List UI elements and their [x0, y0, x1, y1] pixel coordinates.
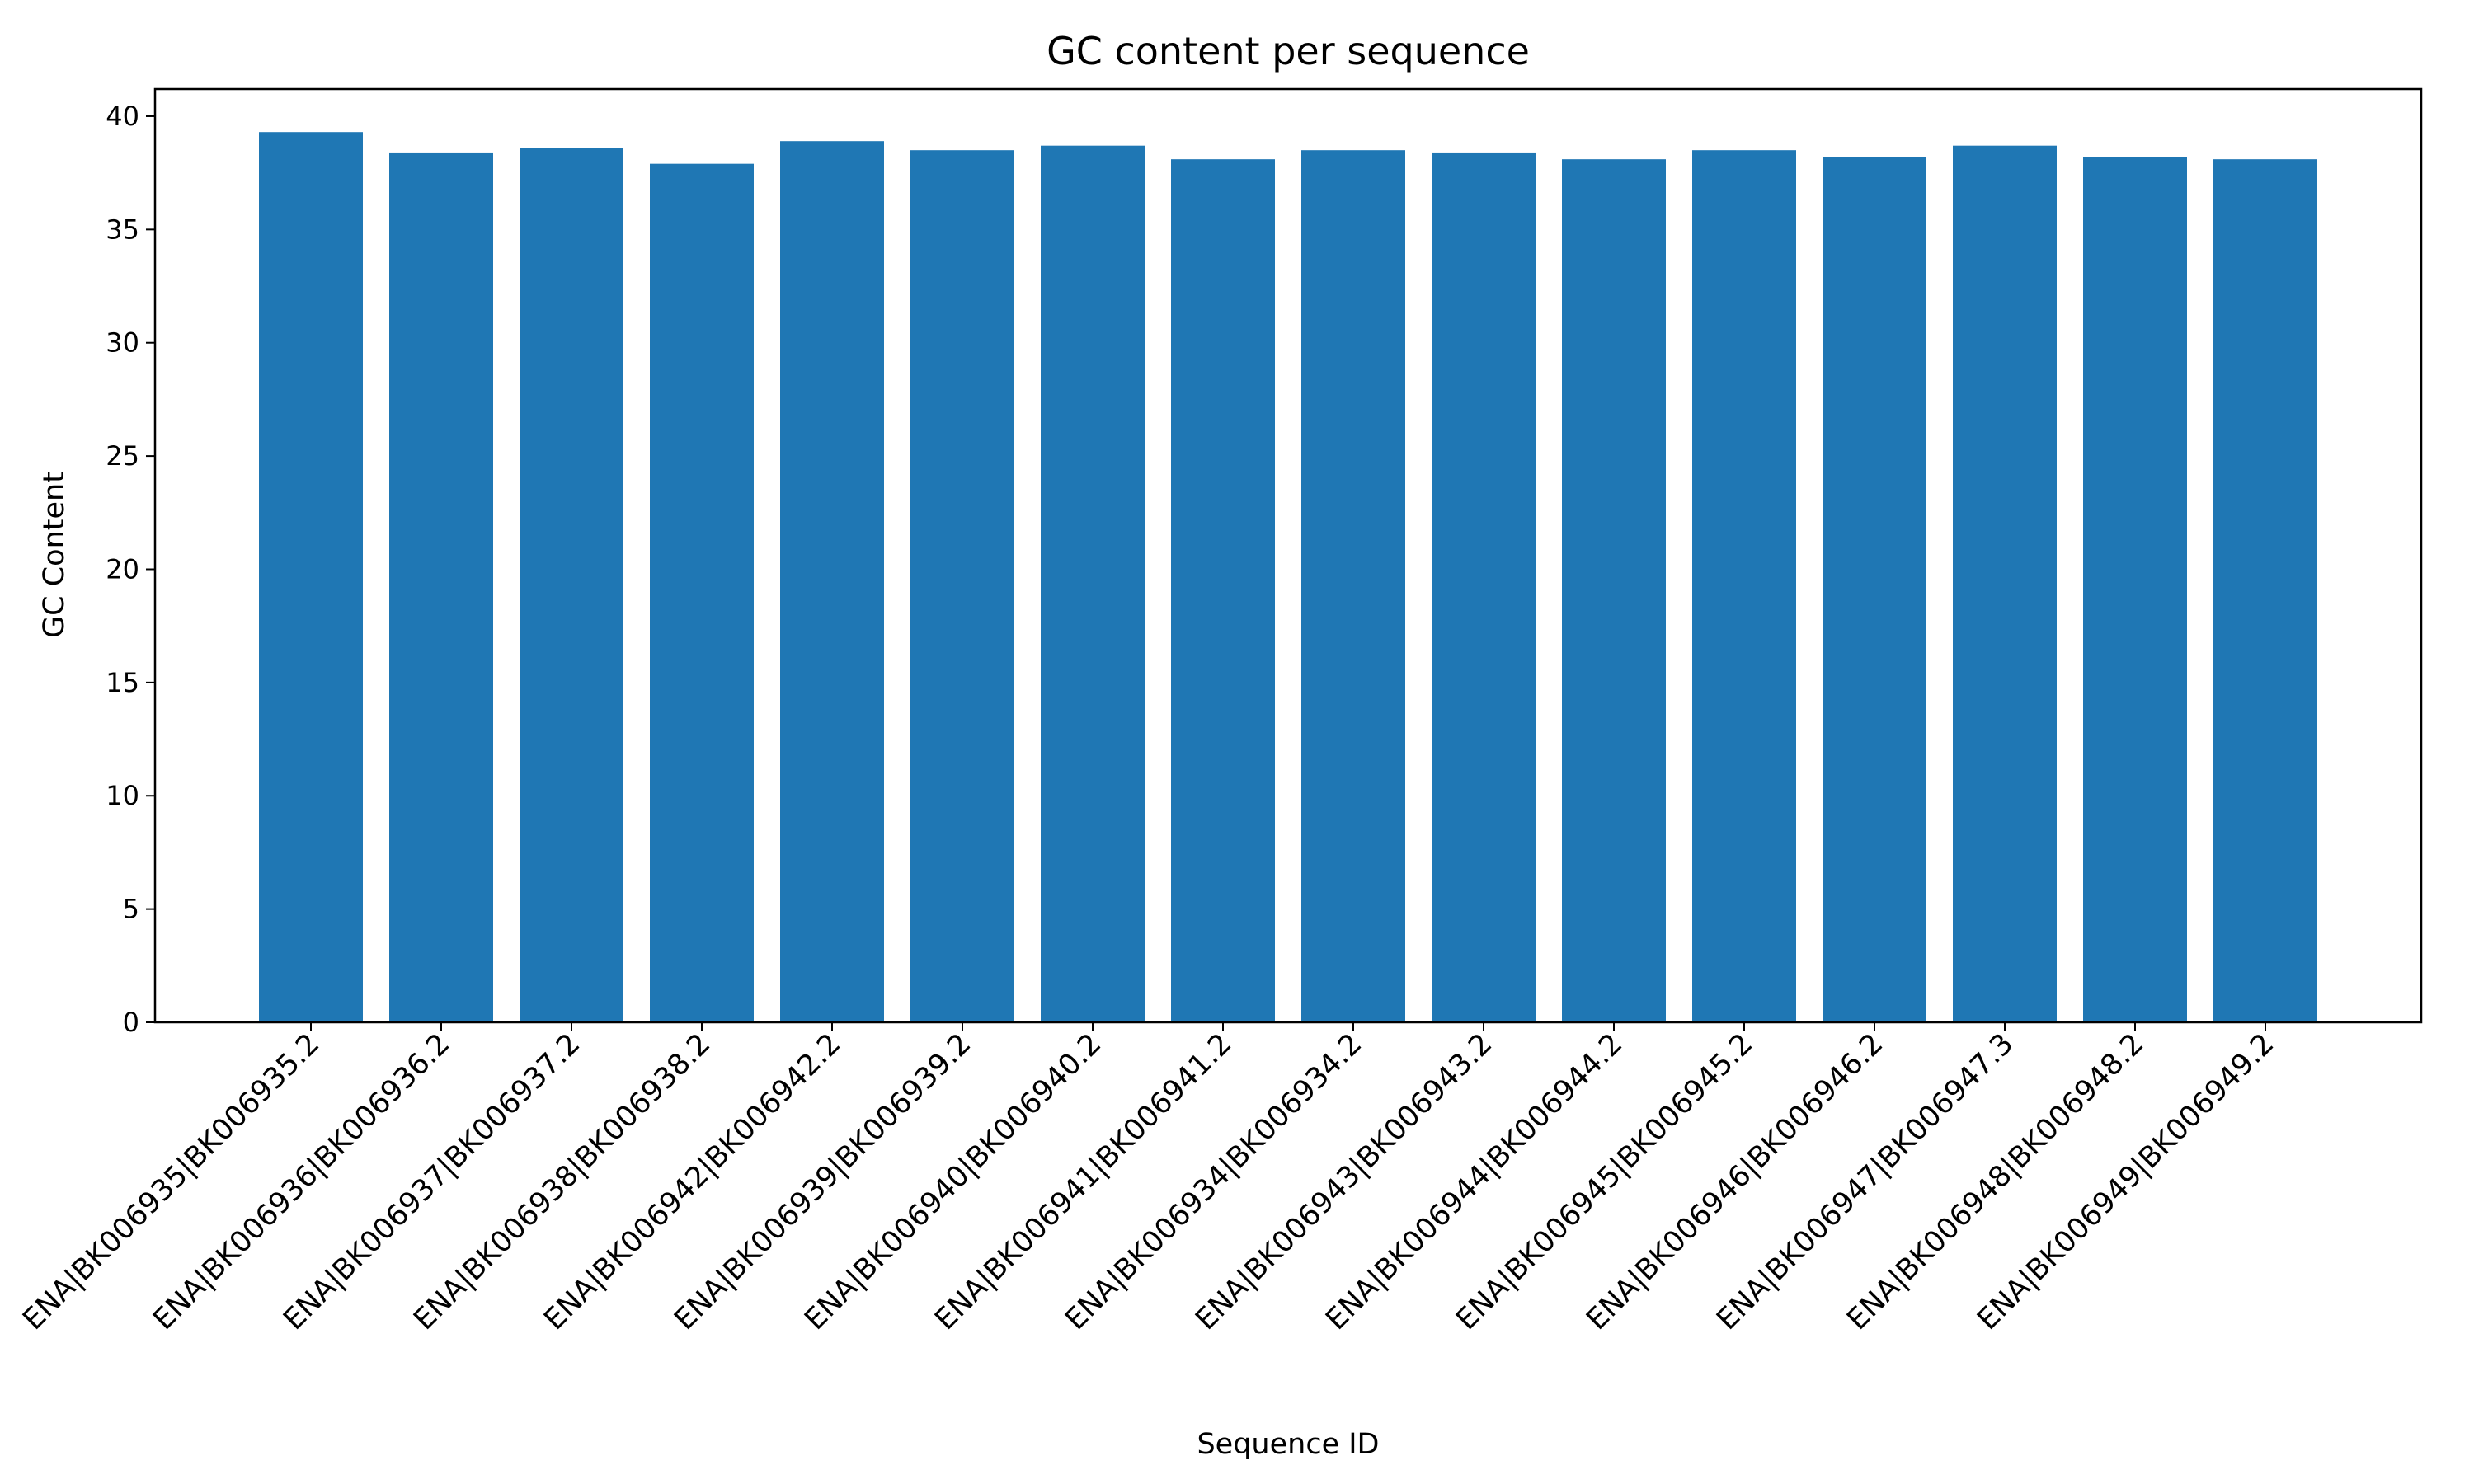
bar-11	[1692, 150, 1796, 1023]
y-tick-label: 0	[123, 1007, 139, 1038]
bar-15	[2213, 159, 2317, 1022]
y-axis-title: GC Content	[38, 472, 71, 638]
bar-5	[910, 150, 1014, 1023]
bar-7	[1171, 159, 1275, 1022]
bar-14	[2083, 157, 2187, 1022]
bar-9	[1432, 152, 1536, 1023]
bar-1	[389, 152, 493, 1023]
bar-4	[780, 141, 884, 1022]
y-axis: 0 5 10 15 20 25 30 35 40	[106, 101, 155, 1038]
y-tick-label: 15	[106, 667, 139, 698]
y-tick-label: 20	[106, 553, 139, 585]
x-axis: ENA|BK006935|BK006935.2ENA|BK006936|BK00…	[16, 1022, 2280, 1336]
y-tick-label: 10	[106, 780, 139, 811]
bar-12	[1823, 157, 1926, 1022]
chart-title: GC content per sequence	[1047, 29, 1530, 73]
x-axis-title: Sequence ID	[1197, 1428, 1379, 1461]
y-tick-label: 25	[106, 440, 139, 472]
bars-group	[259, 132, 2317, 1023]
bar-6	[1041, 145, 1145, 1022]
bar-0	[259, 132, 363, 1023]
bar-3	[650, 163, 754, 1022]
y-tick-label: 40	[106, 101, 139, 132]
y-tick-label: 35	[106, 214, 139, 245]
bar-8	[1301, 150, 1405, 1023]
bar-2	[520, 148, 623, 1022]
y-tick-label: 30	[106, 327, 139, 359]
bar-13	[1953, 145, 2057, 1022]
y-tick-label: 5	[123, 894, 139, 925]
plot-frame	[153, 87, 2423, 1024]
bar-10	[1562, 159, 1666, 1022]
